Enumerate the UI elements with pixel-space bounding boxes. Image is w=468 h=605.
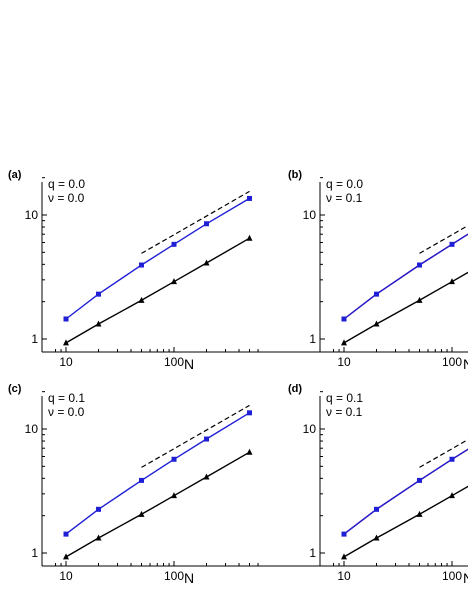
triangle-marker	[246, 234, 253, 241]
y-tick-label: 1	[31, 332, 38, 346]
param-nu: ν = 0.0	[48, 191, 85, 205]
series-group	[341, 438, 468, 560]
triangle-marker	[63, 553, 69, 560]
series-line	[65, 412, 250, 535]
chart-panel-b: 1 10 10 100 (b) q = 0.0ν = 0.1 N	[288, 169, 468, 372]
triangle-marker	[373, 320, 380, 327]
square-marker	[341, 531, 347, 537]
triangle-marker	[203, 259, 210, 266]
series-line	[65, 451, 250, 558]
triangle-marker	[373, 534, 380, 541]
triangle-marker	[416, 510, 423, 517]
param-q: q = 0.0	[326, 177, 363, 191]
param-nu: ν = 0.1	[326, 191, 363, 205]
panel-label: (c)	[8, 383, 22, 395]
panel-label: (d)	[288, 383, 302, 395]
square-marker	[204, 436, 210, 442]
x-axis-label: N	[463, 356, 468, 372]
square-marker	[63, 531, 69, 537]
square-marker	[374, 291, 380, 297]
series-line	[343, 485, 468, 558]
reference-slope-line	[141, 404, 250, 468]
series-line	[343, 233, 468, 320]
param-nu: ν = 0.0	[48, 405, 85, 419]
series-line	[65, 237, 250, 344]
reference-slope-line	[141, 190, 250, 254]
triangle-marker	[171, 278, 177, 285]
square-marker	[171, 241, 177, 247]
square-marker	[96, 506, 102, 512]
series-group	[63, 404, 253, 560]
square-marker	[374, 506, 380, 512]
triangle-marker	[63, 339, 69, 346]
x-axis-label: N	[184, 570, 194, 586]
square-marker	[416, 262, 422, 268]
triangle-marker	[341, 339, 347, 346]
param-nu: ν = 0.1	[326, 405, 363, 419]
y-tick-label: 10	[25, 422, 39, 436]
x-axis-label: N	[463, 570, 468, 586]
x-tick-label: 100	[164, 355, 184, 369]
triangle-marker	[138, 510, 145, 517]
triangle-marker	[341, 553, 347, 560]
series-line	[343, 448, 468, 535]
square-marker	[416, 477, 422, 483]
square-marker	[246, 410, 252, 416]
square-marker	[138, 477, 144, 483]
y-tick-label: 10	[303, 422, 317, 436]
y-tick-label: 10	[303, 208, 317, 222]
y-tick-label: 10	[25, 208, 39, 222]
series-group	[341, 224, 468, 346]
series-group	[63, 190, 253, 346]
triangle-marker	[449, 492, 455, 499]
x-axis-label: N	[184, 356, 194, 372]
panel-label: (a)	[8, 169, 22, 181]
param-q: q = 0.1	[48, 391, 85, 405]
square-marker	[138, 262, 144, 268]
triangle-marker	[203, 473, 210, 480]
y-tick-label: 1	[31, 546, 38, 560]
x-tick-label: 100	[442, 569, 462, 583]
x-tick-label: 10	[59, 355, 73, 369]
square-marker	[449, 241, 455, 247]
series-line	[343, 233, 468, 320]
reference-slope-line	[419, 438, 468, 468]
square-marker	[171, 456, 177, 462]
panel-label: (b)	[288, 169, 302, 181]
reference-slope-line	[419, 224, 468, 254]
y-tick-label: 1	[309, 546, 316, 560]
y-tick-label: 1	[309, 332, 316, 346]
x-tick-label: 10	[59, 569, 73, 583]
param-q: q = 0.0	[48, 177, 85, 191]
series-line	[343, 271, 468, 344]
triangle-marker	[95, 320, 102, 327]
series-line	[65, 197, 250, 320]
triangle-marker	[95, 534, 102, 541]
series-line	[343, 448, 468, 535]
square-marker	[204, 221, 210, 227]
triangle-marker	[246, 448, 253, 455]
triangle-marker	[416, 296, 423, 303]
x-tick-label: 10	[337, 569, 351, 583]
x-tick-label: 10	[337, 355, 351, 369]
square-marker	[96, 291, 102, 297]
x-tick-label: 100	[164, 569, 184, 583]
square-marker	[449, 456, 455, 462]
x-tick-label: 100	[442, 355, 462, 369]
square-marker	[341, 316, 347, 322]
triangle-marker	[171, 492, 177, 499]
square-marker	[246, 195, 252, 201]
chart-panel-d: 1 10 10 100 (d) q = 0.1ν = 0.1 N	[288, 383, 468, 586]
square-marker	[63, 316, 69, 322]
triangle-marker	[449, 278, 455, 285]
param-q: q = 0.1	[326, 391, 363, 405]
triangle-marker	[138, 296, 145, 303]
